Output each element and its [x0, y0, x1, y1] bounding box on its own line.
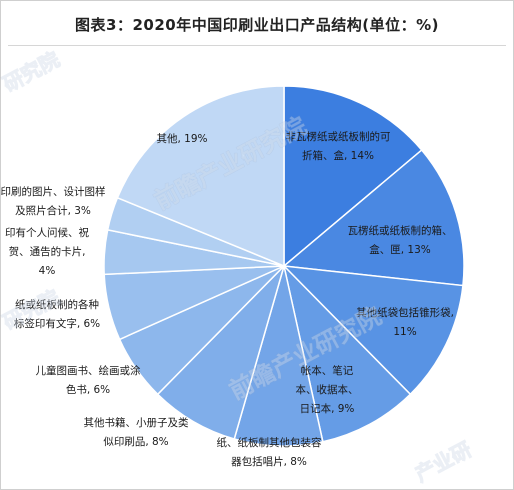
pie-slice: [233, 265, 324, 447]
chart-title: 图表3：2020年中国印刷业出口产品结构(单位：%): [75, 16, 439, 34]
pie-slice: [156, 265, 285, 440]
slice-label: 纸、纸板制其他包装容器包括唱片, 8%: [217, 436, 322, 468]
pie-slice: [283, 85, 423, 268]
pie-slices: [103, 85, 465, 447]
slice-label: 印有个人问候、祝贺、通告的卡片, 4%: [5, 226, 89, 277]
pie-labels: 非瓦楞纸或纸板制的可折箱、盒, 14% 瓦楞纸或纸板制的箱、盒、匣, 13% 其他纸…: [1, 130, 454, 468]
slice-label: 其他, 19%: [156, 132, 207, 145]
pie-slice: [282, 149, 465, 287]
slice-label: 纸或纸板制的各种标签印有文字, 6%: [14, 298, 100, 330]
slice-label: 帐本、笔记本、收据本、日记本, 9%: [296, 364, 359, 415]
watermark: 产业研: [411, 437, 475, 486]
slice-label: 非瓦楞纸或纸板制的可折箱、盒, 14%: [286, 130, 391, 162]
pie-slice: [281, 265, 464, 396]
pie-slice: [282, 263, 412, 443]
pie-slice: [116, 85, 285, 268]
slice-label: 其他纸袋包括锥形袋, 11%: [356, 306, 454, 338]
slice-label: 儿童图画书、绘画或涂色书, 6%: [36, 364, 141, 396]
slice-label: 印刷的图片、设计图样及照片合计, 3%: [1, 185, 106, 217]
title-divider: [8, 45, 506, 46]
watermark: 研究院: [0, 47, 63, 96]
slice-label: 瓦楞纸或纸板制的箱、盒、匣, 13%: [348, 224, 453, 256]
slice-label: 其他书籍、小册子及类似印刷品, 8%: [84, 416, 189, 448]
